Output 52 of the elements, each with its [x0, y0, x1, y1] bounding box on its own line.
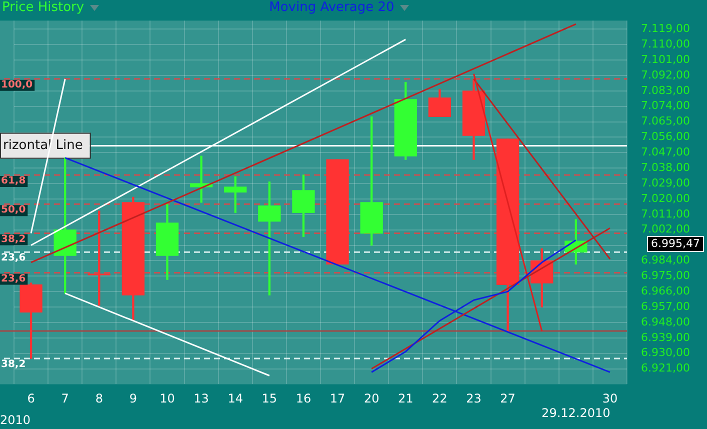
y-tick-label: 7.056,00	[641, 130, 690, 144]
y-tick-label: 7.002,00	[641, 222, 690, 236]
ref-line-label: rizontal Line	[3, 138, 83, 154]
annotation: 100,0	[1, 80, 33, 91]
text: 2010	[0, 413, 31, 428]
x-tick-label: 17	[330, 392, 346, 406]
y-tick-label: 7.083,00	[641, 84, 690, 97]
y-tick-label: 6.948,00	[641, 315, 690, 328]
x-tick-label: 8	[95, 392, 103, 406]
y-tick-label: 7.074,00	[641, 99, 690, 112]
y-tick-label: 6.975,00	[641, 269, 690, 282]
annotation: 50,0	[1, 204, 26, 216]
x-tick-label: 7	[61, 392, 69, 406]
x-tick-label: 22	[432, 392, 448, 406]
x-tick-label: 6	[27, 392, 35, 406]
annotation: 23,6	[1, 273, 26, 284]
y-tick-label: 7.065,00	[641, 114, 690, 128]
y-tick-label: 7.029,00	[641, 176, 690, 190]
x-tick-label: 29.12.2010	[542, 406, 610, 420]
x-tick-label: 10	[160, 392, 175, 406]
x-tick-label: 15	[262, 392, 278, 406]
y-tick-label: 6.921,00	[641, 362, 690, 375]
y-tick-label: 7.020,00	[641, 192, 690, 205]
x-tick-label: 13	[194, 392, 209, 406]
x-tick-label: 30	[602, 392, 618, 406]
annotation: 38,2	[1, 359, 26, 370]
x-tick-label: 27	[500, 392, 516, 406]
y-tick-label: 6.939,00	[641, 330, 690, 344]
x-tick-label: 20	[364, 392, 380, 406]
x-tick-label: 14	[228, 392, 243, 406]
x-tick-label: 9	[129, 392, 138, 406]
y-tick-label: 6.930,00	[641, 346, 690, 360]
y-tick-label: 6.957,00	[641, 300, 690, 313]
annotation: 38,2	[1, 234, 26, 245]
y-tick-label: 6.966,00	[641, 284, 690, 298]
y-tick-label: 7.092,00	[641, 68, 690, 82]
y-tick-label: 6.984,00	[641, 254, 690, 267]
candlestick	[190, 156, 213, 203]
text: Moving Average 20	[269, 0, 394, 15]
annotation: 23,6	[1, 252, 26, 264]
y-tick-label: 7.038,00	[641, 160, 690, 174]
text: 6.995,47	[651, 236, 700, 250]
y-tick-label: 7.047,00	[641, 146, 690, 159]
x-tick-label: 21	[398, 392, 414, 406]
x-tick-label: 16	[296, 392, 312, 406]
y-tick-label: 7.110,00	[641, 37, 690, 50]
x-tick-label: 23	[466, 392, 482, 406]
y-tick-label: 7.011,00	[641, 207, 690, 220]
annotation: 61,8	[1, 176, 26, 187]
text: Price History	[2, 0, 84, 15]
y-tick-label: 7.119,00	[641, 22, 690, 36]
y-tick-label: 7.101,00	[641, 52, 690, 66]
